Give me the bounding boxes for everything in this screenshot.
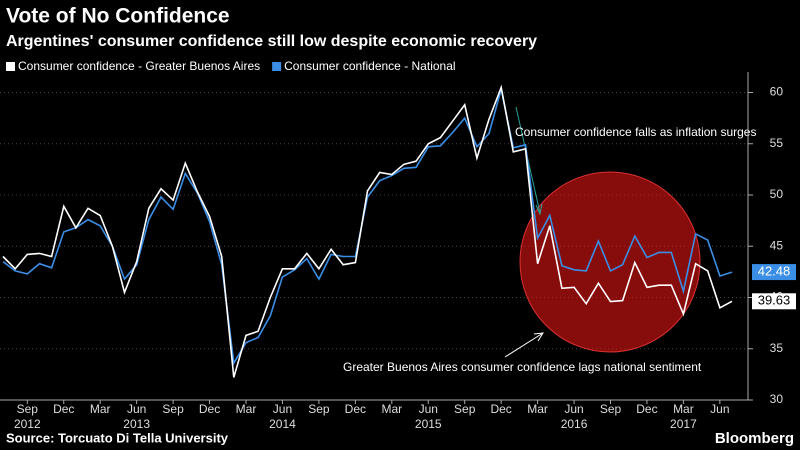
end-label: 39.63	[758, 293, 791, 308]
legend-label: Consumer confidence - National	[284, 59, 455, 73]
chart-title: Vote of No Confidence	[6, 5, 230, 28]
x-tick-label: Dec	[490, 402, 511, 416]
x-tick-label: Mar	[90, 402, 111, 416]
line	[2, 84, 733, 378]
source: Source: Torcuato Di Tella University	[6, 430, 229, 445]
y-tick-label: 35	[770, 341, 784, 355]
x-tick-label: Sep	[308, 402, 330, 416]
x-tick-label: Dec	[199, 402, 220, 416]
x-tick-label: Mar	[673, 402, 694, 416]
x-tick-label: Sep	[17, 402, 39, 416]
x-tick-label: Jun	[273, 402, 292, 416]
year-label: 2013	[123, 417, 150, 431]
x-tick-label: Sep	[454, 402, 476, 416]
x-tick-label: Dec	[53, 402, 74, 416]
end-label: 42.48	[758, 264, 791, 279]
x-tick-label: Mar	[381, 402, 402, 416]
x-tick-label: Sep	[162, 402, 184, 416]
x-tick-label: Mar	[527, 402, 548, 416]
x-tick-label: Sep	[600, 402, 622, 416]
x-tick-label: Jun	[419, 402, 438, 416]
year-label: 2012	[14, 417, 41, 431]
x-tick-label: Dec	[345, 402, 366, 416]
y-tick-label: 30	[770, 392, 784, 406]
highlight-circle	[519, 171, 701, 353]
end-label-box	[752, 264, 796, 281]
y-tick-label: 55	[770, 136, 784, 150]
year-label: 2017	[670, 417, 697, 431]
x-tick-label: Jun	[564, 402, 583, 416]
brand: Bloomberg	[715, 430, 794, 447]
legend-swatch	[6, 62, 15, 71]
arrow-head	[533, 332, 544, 342]
year-label: 2015	[415, 417, 442, 431]
arrow	[504, 332, 544, 358]
x-tick-label: Jun	[710, 402, 729, 416]
y-tick-label: 50	[770, 187, 784, 201]
y-tick-label: 45	[770, 238, 784, 252]
annotation: Consumer confidence falls as inflation s…	[515, 125, 756, 139]
x-tick-label: Mar	[236, 402, 257, 416]
annotation: Greater Buenos Aires consumer confidence…	[343, 360, 702, 374]
year-label: 2014	[269, 417, 296, 431]
x-tick-label: Dec	[636, 402, 657, 416]
legend-label: Consumer confidence - Greater Buenos Air…	[18, 59, 260, 73]
arrow-head	[535, 203, 543, 216]
line	[2, 89, 733, 366]
legend-swatch	[272, 62, 282, 71]
y-tick-label: 60	[770, 85, 784, 99]
year-label: 2016	[561, 417, 588, 431]
chart-subtitle: Argentines' consumer confidence still lo…	[6, 33, 537, 50]
x-tick-label: Jun	[127, 402, 146, 416]
end-label-box	[752, 293, 796, 310]
